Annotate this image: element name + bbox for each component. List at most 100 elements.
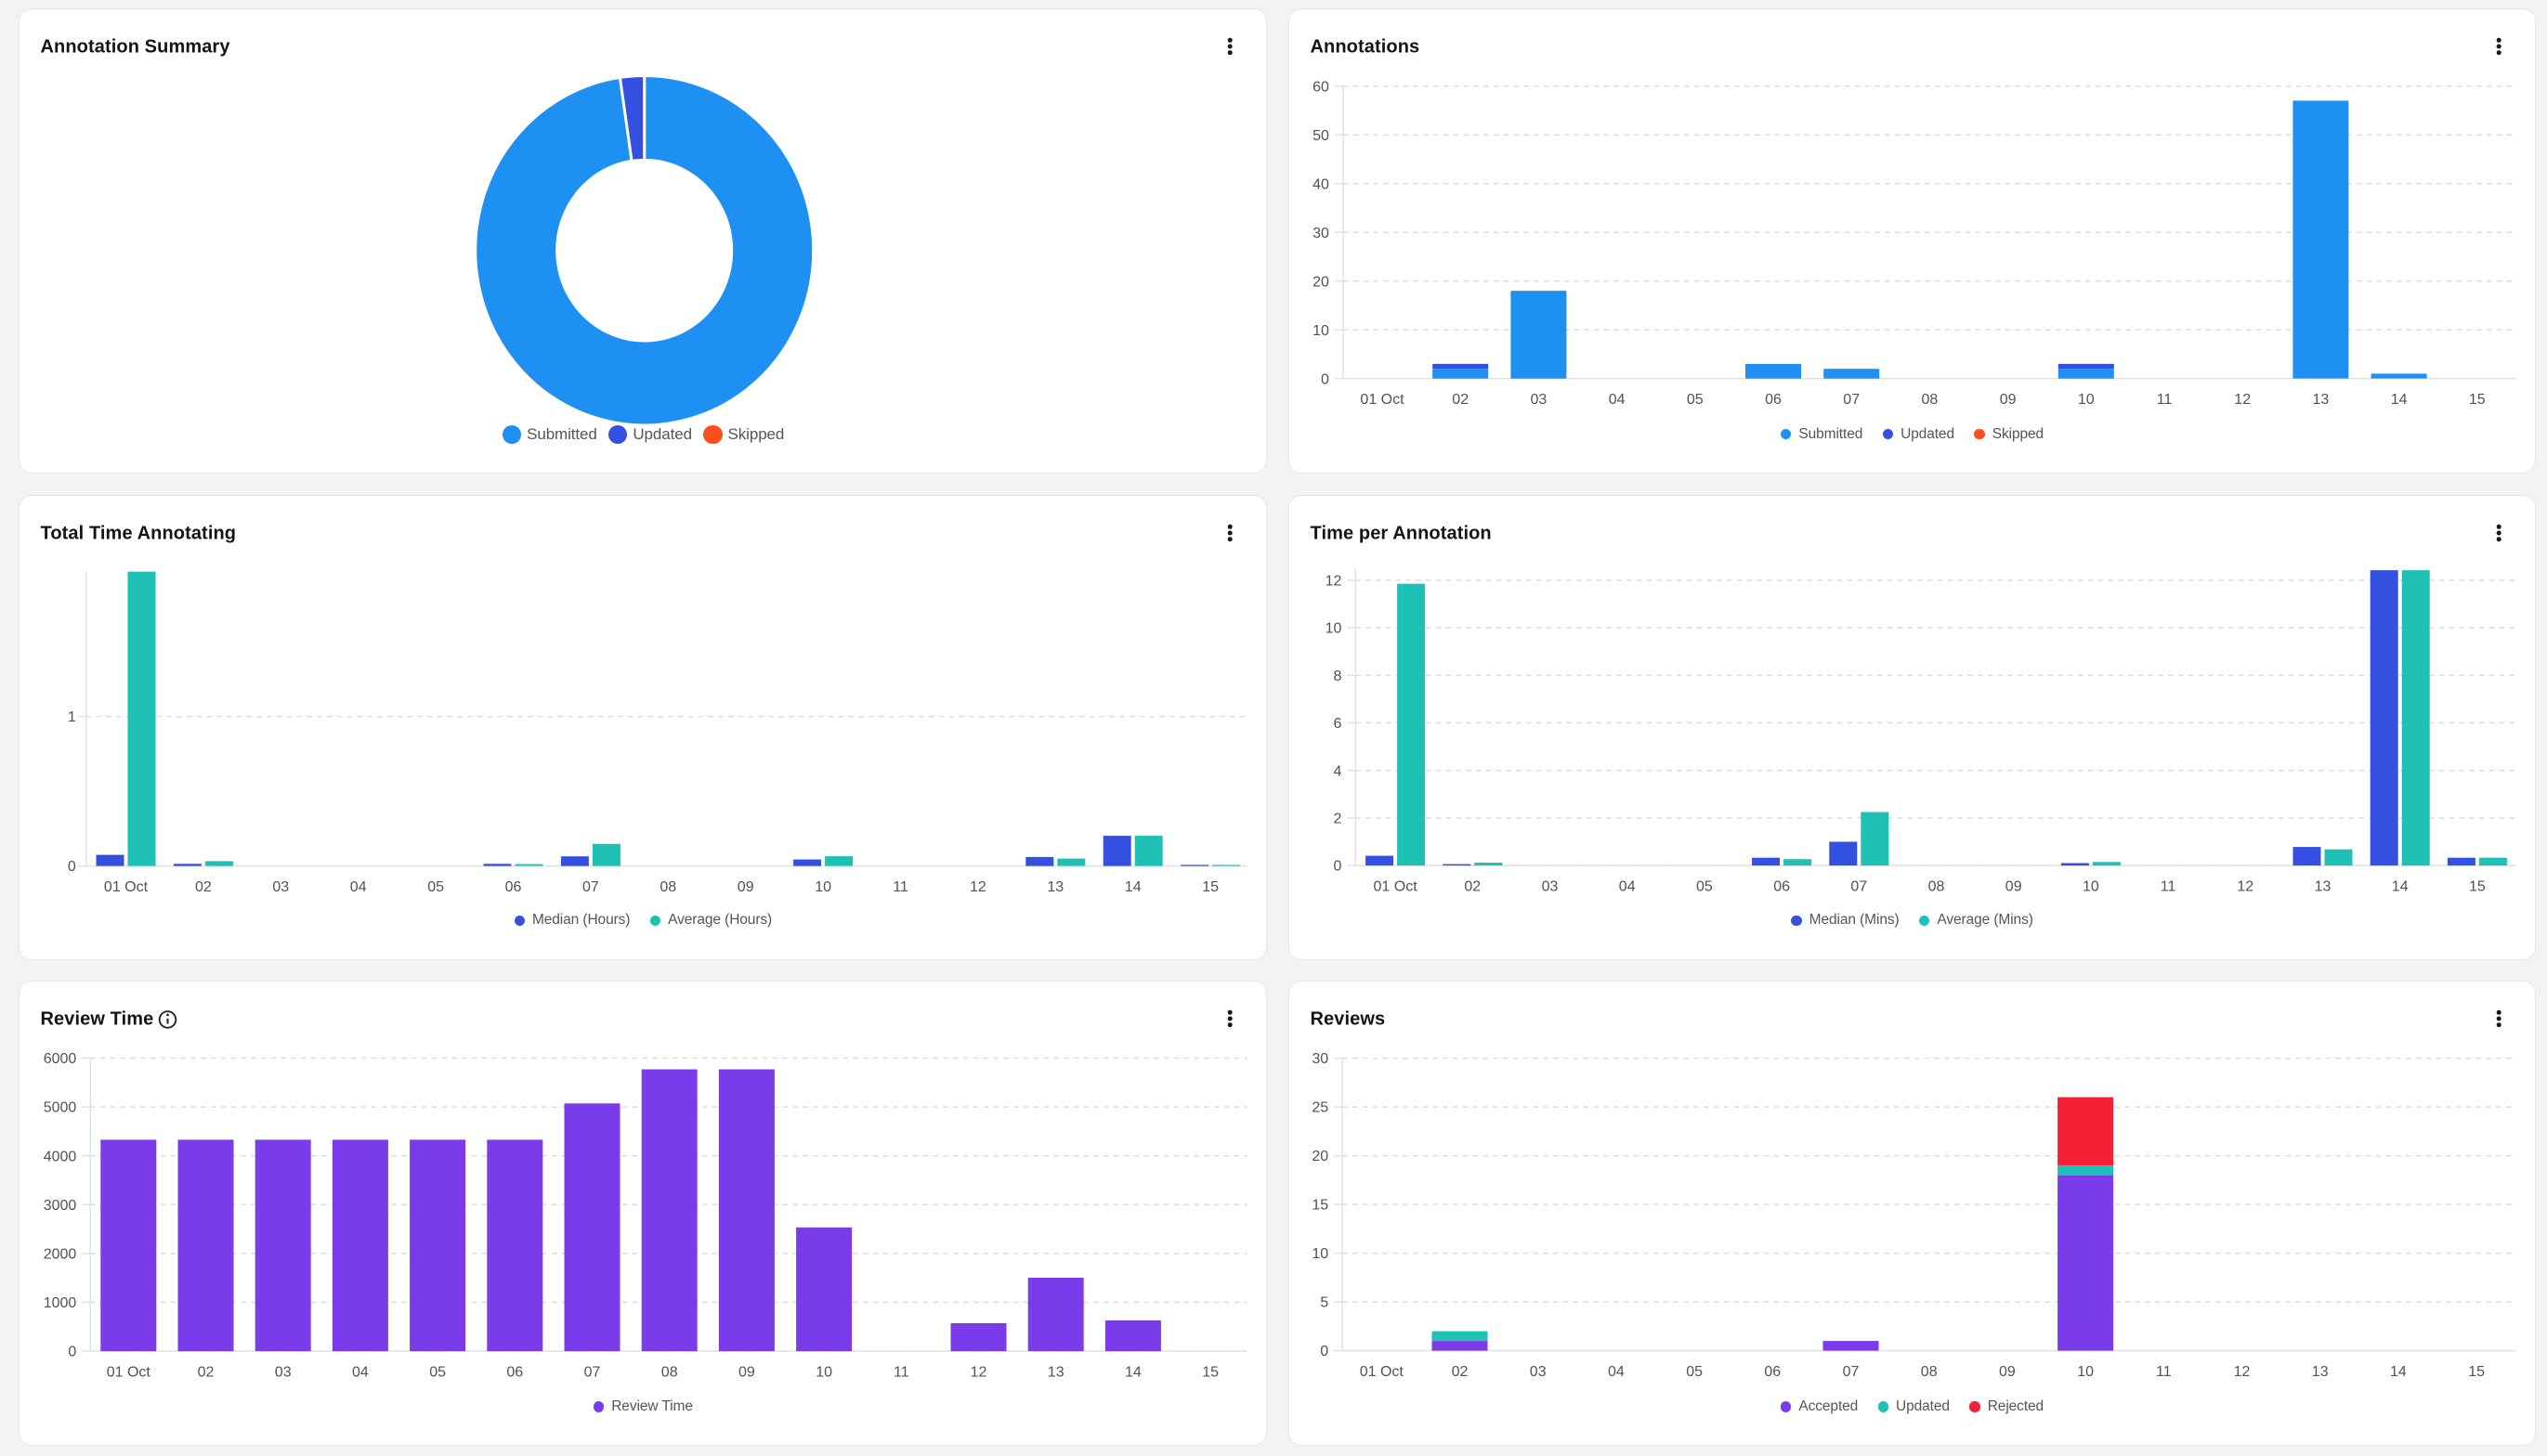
svg-text:06: 06 [1764, 1364, 1781, 1380]
svg-text:5: 5 [1320, 1295, 1328, 1311]
svg-text:12: 12 [2237, 878, 2253, 894]
svg-text:01 Oct: 01 Oct [104, 879, 149, 895]
svg-text:01 Oct: 01 Oct [1360, 392, 1404, 408]
svg-text:1: 1 [68, 709, 76, 725]
svg-text:0: 0 [1321, 372, 1329, 388]
svg-text:6000: 6000 [44, 1051, 77, 1067]
svg-text:15: 15 [2469, 878, 2486, 894]
svg-text:8: 8 [1333, 669, 1341, 684]
svg-text:0: 0 [68, 859, 76, 875]
svg-text:Annotation Summary: Annotation Summary [41, 37, 231, 58]
svg-text:08: 08 [1921, 1364, 1938, 1380]
svg-text:08: 08 [1922, 392, 1939, 408]
svg-text:2000: 2000 [44, 1247, 77, 1263]
svg-text:03: 03 [273, 879, 290, 895]
svg-text:01 Oct: 01 Oct [1360, 1364, 1404, 1380]
svg-text:09: 09 [738, 879, 754, 895]
svg-text:2: 2 [1333, 811, 1341, 826]
svg-text:5000: 5000 [44, 1100, 77, 1116]
svg-text:07: 07 [1843, 392, 1860, 408]
svg-text:03: 03 [1542, 878, 1559, 894]
svg-text:20: 20 [1313, 275, 1329, 291]
svg-text:11: 11 [2156, 1364, 2172, 1380]
svg-text:15: 15 [2468, 1364, 2485, 1380]
svg-text:12: 12 [2234, 392, 2251, 408]
svg-text:09: 09 [1999, 1364, 2016, 1380]
svg-text:11: 11 [893, 879, 908, 895]
svg-text:12: 12 [2234, 1364, 2251, 1380]
svg-text:04: 04 [350, 879, 367, 895]
svg-text:03: 03 [275, 1365, 292, 1381]
svg-text:20: 20 [1312, 1150, 1328, 1165]
svg-text:02: 02 [198, 1365, 215, 1381]
svg-text:10: 10 [1313, 323, 1329, 339]
svg-text:06: 06 [507, 1365, 524, 1381]
svg-text:05: 05 [1687, 392, 1704, 408]
svg-text:12: 12 [970, 879, 986, 895]
svg-text:14: 14 [2390, 1364, 2407, 1380]
svg-text:14: 14 [1125, 879, 1142, 895]
svg-text:07: 07 [1843, 1364, 1860, 1380]
svg-text:06: 06 [1773, 878, 1790, 894]
svg-text:15: 15 [1202, 879, 1219, 895]
svg-text:10: 10 [2078, 392, 2095, 408]
svg-text:05: 05 [1696, 878, 1713, 894]
svg-text:08: 08 [1928, 878, 1945, 894]
svg-text:11: 11 [894, 1365, 909, 1381]
svg-text:15: 15 [2469, 392, 2486, 408]
svg-text:Total Time Annotating: Total Time Annotating [41, 523, 237, 543]
svg-text:30: 30 [1312, 1052, 1328, 1068]
svg-text:Review Time: Review Time [41, 1009, 154, 1030]
svg-text:10: 10 [816, 1365, 832, 1381]
svg-text:06: 06 [505, 879, 522, 895]
svg-text:15: 15 [1312, 1198, 1328, 1214]
svg-text:10: 10 [2077, 1364, 2094, 1380]
svg-text:11: 11 [2161, 878, 2176, 894]
svg-text:60: 60 [1313, 80, 1329, 96]
svg-text:02: 02 [1452, 392, 1469, 408]
svg-text:4000: 4000 [44, 1150, 77, 1165]
svg-text:08: 08 [661, 1365, 678, 1381]
svg-text:13: 13 [2312, 1364, 2329, 1380]
svg-text:0: 0 [69, 1345, 77, 1360]
svg-text:10: 10 [1312, 1247, 1328, 1263]
svg-text:01 Oct: 01 Oct [1374, 878, 1418, 894]
svg-text:14: 14 [2391, 392, 2408, 408]
svg-text:12: 12 [1326, 573, 1342, 589]
svg-text:02: 02 [1464, 878, 1481, 894]
svg-text:04: 04 [1608, 1364, 1625, 1380]
svg-text:13: 13 [1048, 1365, 1065, 1381]
svg-text:05: 05 [1686, 1364, 1703, 1380]
svg-text:07: 07 [582, 879, 599, 895]
svg-text:0: 0 [1333, 859, 1341, 875]
svg-text:02: 02 [1452, 1364, 1469, 1380]
svg-text:04: 04 [352, 1365, 369, 1381]
svg-text:4: 4 [1333, 763, 1341, 779]
svg-text:14: 14 [1125, 1365, 1142, 1381]
svg-text:Reviews: Reviews [1311, 1009, 1386, 1030]
svg-text:14: 14 [2392, 878, 2409, 894]
svg-text:3000: 3000 [44, 1198, 77, 1214]
svg-text:15: 15 [1202, 1365, 1219, 1381]
svg-text:09: 09 [2000, 392, 2017, 408]
svg-text:04: 04 [1609, 392, 1626, 408]
svg-text:02: 02 [195, 879, 212, 895]
svg-text:10: 10 [815, 879, 831, 895]
svg-text:Time per Annotation: Time per Annotation [1311, 523, 1492, 543]
svg-text:07: 07 [584, 1365, 601, 1381]
svg-text:01 Oct: 01 Oct [107, 1365, 151, 1381]
svg-text:1000: 1000 [44, 1295, 77, 1311]
svg-text:Annotations: Annotations [1311, 37, 1420, 58]
svg-text:10: 10 [1326, 621, 1342, 637]
svg-text:05: 05 [429, 1365, 446, 1381]
svg-text:13: 13 [2313, 392, 2330, 408]
svg-text:04: 04 [1619, 878, 1636, 894]
svg-text:13: 13 [2315, 878, 2331, 894]
svg-text:40: 40 [1313, 177, 1329, 193]
svg-text:0: 0 [1320, 1345, 1328, 1360]
svg-text:6: 6 [1333, 716, 1341, 732]
svg-text:08: 08 [660, 879, 677, 895]
svg-text:03: 03 [1530, 1364, 1547, 1380]
svg-text:09: 09 [2005, 878, 2022, 894]
svg-text:25: 25 [1312, 1100, 1328, 1116]
